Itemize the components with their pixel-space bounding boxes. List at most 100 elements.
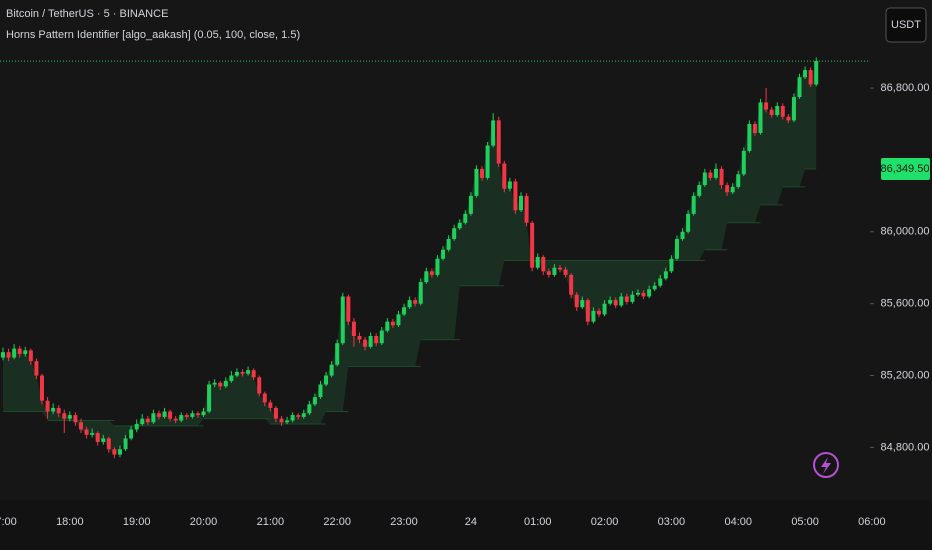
candle-body [223,380,228,387]
candle-body [84,429,89,435]
candle-body [708,172,713,178]
candle-body [134,424,139,430]
candle-body [329,364,334,376]
candle-body [563,269,568,275]
candle-body [803,70,808,78]
candle-body [546,271,551,275]
candle-body [780,106,785,117]
chart-title: Bitcoin / TetherUS · 5 · BINANCE [6,8,168,20]
candle-body [585,300,590,322]
candle-body [106,438,111,450]
candle-body [45,400,50,412]
candle-body [112,449,117,455]
candle-body [229,375,234,381]
time-axis-bg [0,500,932,550]
candle-body [218,382,223,387]
candle-body [379,330,384,344]
candle-body [480,168,485,178]
price-tag [881,157,930,180]
y-tick-label: 84,800.00 [881,441,930,453]
candle-body [574,294,579,308]
candle-body [647,289,652,297]
candle-body [34,361,39,376]
x-tick-label: 24 [465,516,477,528]
candle-body [747,123,752,151]
candle-body [234,371,239,376]
candle-body [441,249,446,259]
candle-body [485,145,490,178]
plot [1,57,819,459]
candle-body [507,181,512,189]
y-tick-label: 86,000.00 [881,226,930,238]
candle-body [262,393,267,403]
candle-body [51,407,56,412]
candle-body [351,321,356,337]
candle-body [429,271,434,275]
candle-body [12,348,17,358]
x-tick-label: 05:00 [791,516,819,528]
currency-button[interactable] [885,7,927,43]
candle-body [530,222,535,268]
candle-body [173,418,178,421]
candle-body [307,404,312,414]
candle-body [580,300,585,308]
candle-body [390,321,395,326]
candle-body [363,339,368,347]
candle-body [290,415,295,421]
candle-body [279,418,284,423]
candle-body [95,433,100,443]
candle-body [758,102,763,133]
candle-body [641,292,646,297]
candle-body [713,168,718,178]
candle-body [168,411,173,419]
candle-body [145,418,150,423]
candle-body [463,213,468,223]
candle-body [769,109,774,115]
candle-body [658,278,663,286]
candle-body [312,397,317,405]
x-tick-label: 06:00 [858,516,886,528]
candle-body [424,271,429,283]
price-tag-label: 86,349.50 [881,163,930,175]
candle-body [418,282,423,304]
candle-body [162,411,167,417]
candle-body [624,296,629,302]
candle-body [28,350,33,362]
candle-body [730,186,735,193]
candle-body [268,402,273,408]
candle-body [201,411,206,416]
candle-body [156,413,161,417]
candle-body [491,120,496,146]
candle-body [62,413,67,419]
candle-body [697,185,702,196]
x-tick-label: 04:00 [724,516,752,528]
candle-body [596,310,601,315]
candle-body [240,371,245,374]
candle-body [691,195,696,214]
lightning-icon[interactable] [813,452,839,478]
candle-body [413,300,418,304]
candle-body [212,382,217,385]
candle-body [725,185,730,193]
candle-body [791,97,796,121]
candle-body [558,267,562,270]
candle-body [524,195,529,223]
candle-body [6,352,11,358]
candle-body [195,413,200,416]
candle-body [686,213,691,232]
candle-body [613,300,618,306]
candle-body [764,102,769,110]
icon-bolt [821,457,831,474]
candle-body [273,407,278,419]
candle-body [78,422,83,430]
candle-body [569,274,574,295]
candle-body [786,116,791,121]
candle-body [808,70,813,85]
candle-body [90,433,95,435]
candle-body [151,413,156,423]
candle-body [535,256,540,268]
candle-body [251,370,256,378]
candle-body [519,195,524,211]
candle-body [435,258,440,275]
candle-body [457,222,462,229]
